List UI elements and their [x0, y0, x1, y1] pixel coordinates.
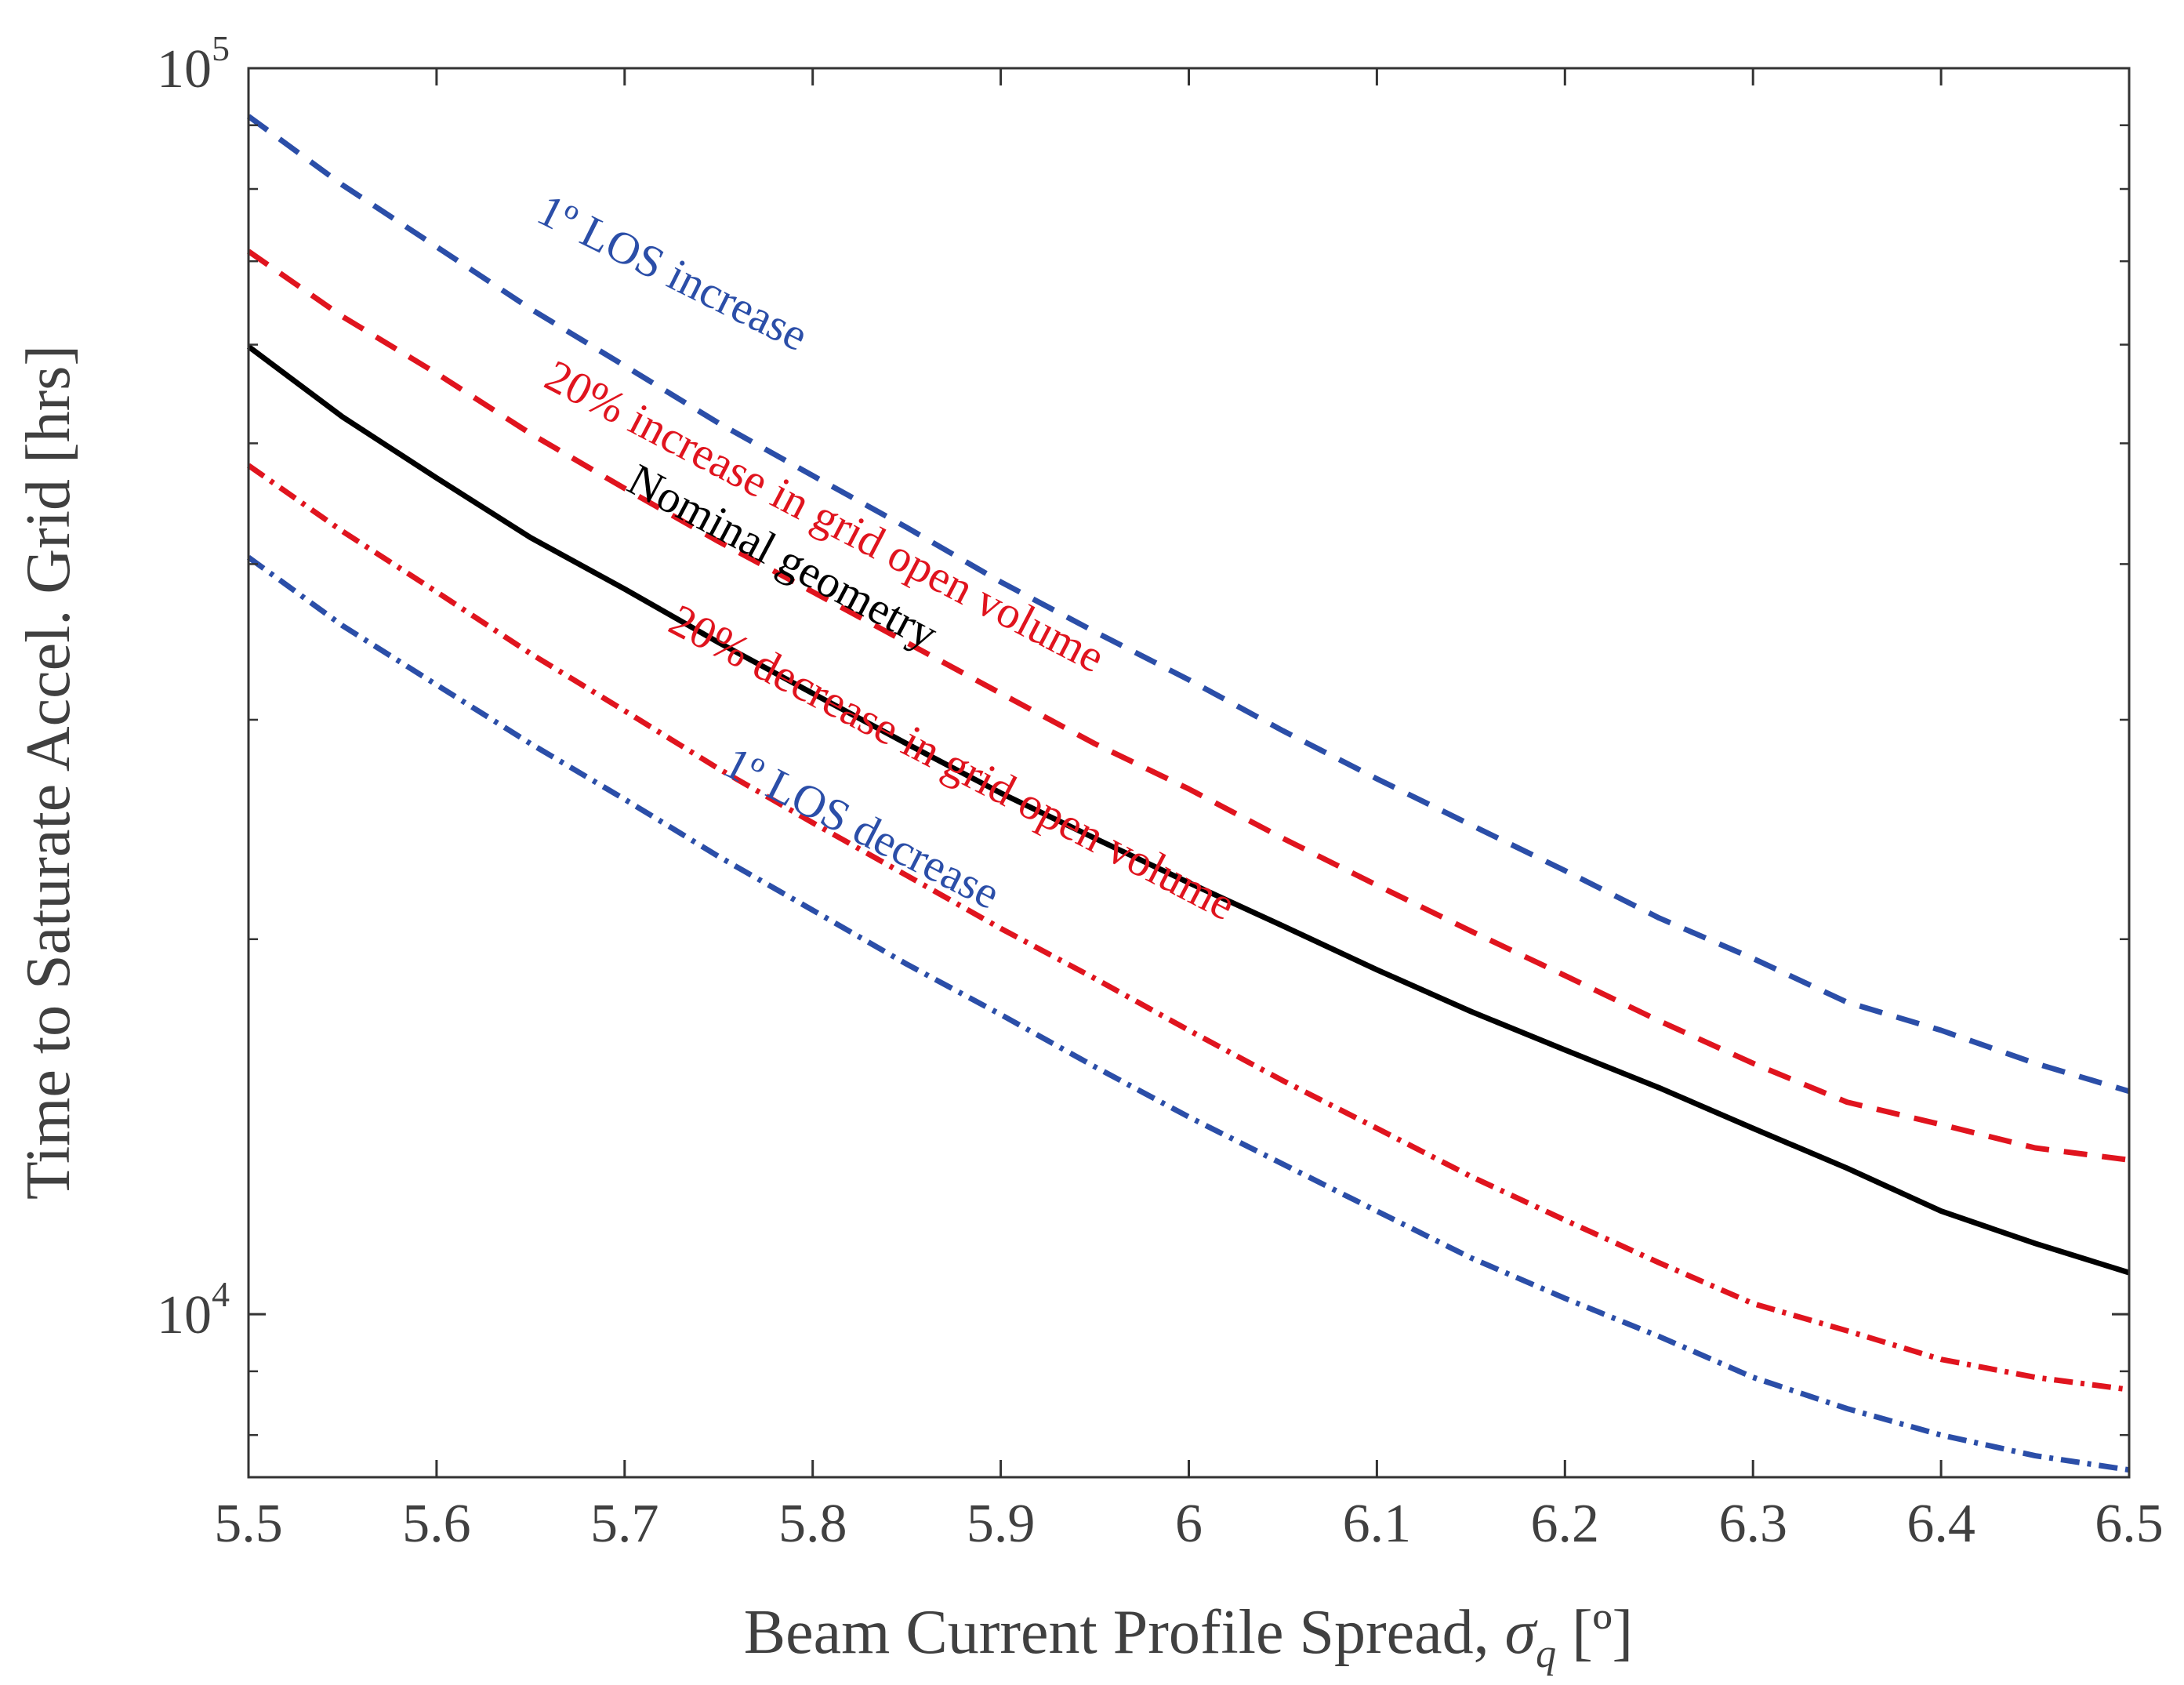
- series-line-1deg-los-decrease: [246, 554, 2130, 1473]
- y-tick-label: 104: [157, 1274, 230, 1345]
- series-line-20pct-decrease-in-grid-open-volume: [246, 463, 2130, 1393]
- x-tick-label: 5.6: [402, 1494, 471, 1554]
- x-tick-label: 6: [1175, 1494, 1203, 1554]
- x-tick-label: 5.9: [967, 1494, 1036, 1554]
- y-tick-label: 105: [157, 28, 230, 100]
- plot-frame: [247, 67, 2131, 1479]
- x-axis-title: Beam Current Profile Spread, σq [º]: [744, 1598, 1633, 1676]
- x-tick-label: 5.5: [214, 1494, 283, 1554]
- x-tick-label: 5.7: [590, 1494, 659, 1554]
- series-layer: [246, 114, 2131, 1473]
- x-tick-label: 6.5: [2095, 1494, 2164, 1554]
- x-tick-label: 6.3: [1718, 1494, 1787, 1554]
- annotation-20pct-increase-in-grid-open-volume: 20% increase in grid open volume: [537, 350, 1112, 682]
- x-tick-label: 6.1: [1343, 1494, 1412, 1554]
- tick-layer: 5.5 5.6 5.7 5.8 5.9 6 6.1 6.2 6.3 6.4 6.5 105 104: [157, 28, 2164, 1554]
- series-line-20pct-increase-in-grid-open-volume: [247, 249, 2130, 1163]
- series-line-nominal-geometry: [246, 344, 2131, 1276]
- series-line-1deg-los-increase: [246, 114, 2130, 1095]
- x-tick-label: 5.8: [778, 1494, 847, 1554]
- x-tick-label: 6.2: [1531, 1494, 1600, 1554]
- y-axis-title: Time to Saturate Accel. Grid [hrs]: [14, 345, 83, 1200]
- x-tick-label: 6.4: [1906, 1494, 1975, 1554]
